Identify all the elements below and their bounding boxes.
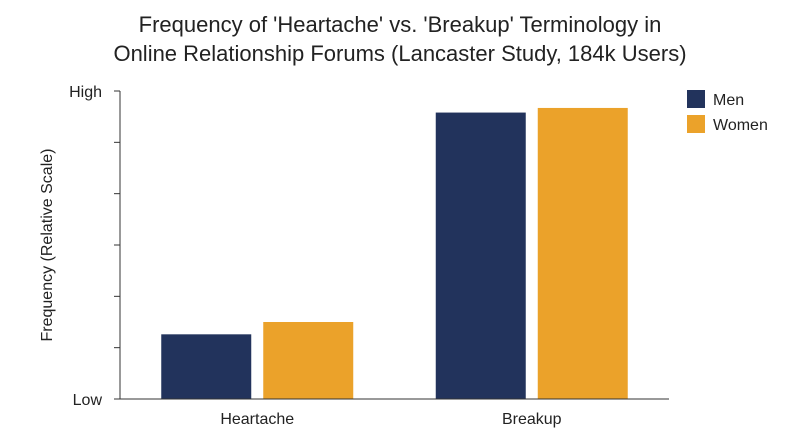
y-axis-label: Frequency (Relative Scale) <box>39 149 56 342</box>
bar-men-heartache <box>161 334 252 399</box>
legend-label-women: Women <box>713 117 768 134</box>
y-tick-label-low: Low <box>73 392 103 409</box>
bar-women-heartache <box>263 322 354 399</box>
bar-men-breakup <box>435 112 526 399</box>
legend-swatch-women <box>687 115 705 133</box>
bar-women-breakup <box>537 107 628 399</box>
y-ticks <box>114 90 120 400</box>
legend: Men Women <box>687 90 768 134</box>
x-tick-labels: Heartache Breakup <box>220 411 561 428</box>
chart-title: Frequency of 'Heartache' vs. 'Breakup' T… <box>0 10 800 68</box>
chart-title-line-1: Frequency of 'Heartache' vs. 'Breakup' T… <box>138 12 662 37</box>
legend-swatch-men <box>687 90 705 108</box>
chart-title-line-2: Online Relationship Forums (Lancaster St… <box>113 41 687 66</box>
legend-label-men: Men <box>713 92 744 109</box>
y-tick-label-high: High <box>69 84 102 101</box>
x-tick-label: Breakup <box>502 411 562 428</box>
x-tick-label: Heartache <box>220 411 294 428</box>
bars <box>161 107 628 399</box>
